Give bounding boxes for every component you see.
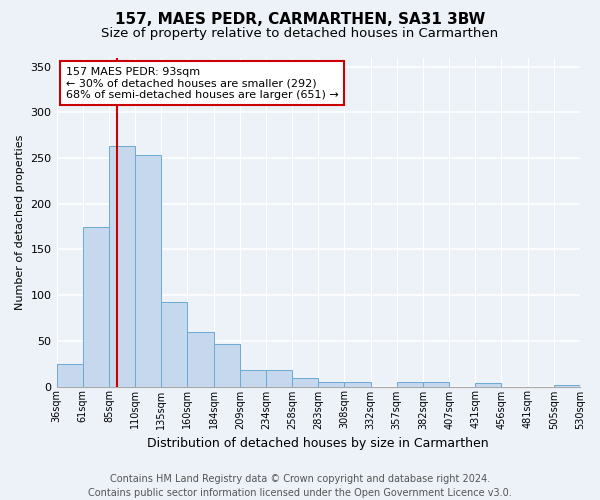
Y-axis label: Number of detached properties: Number of detached properties [15, 134, 25, 310]
Bar [56, 364, 83, 386]
Text: 157 MAES PEDR: 93sqm
← 30% of detached houses are smaller (292)
68% of semi-deta: 157 MAES PEDR: 93sqm ← 30% of detached h… [66, 66, 338, 100]
Bar [187, 332, 214, 386]
Bar [423, 382, 449, 386]
Text: 157, MAES PEDR, CARMARTHEN, SA31 3BW: 157, MAES PEDR, CARMARTHEN, SA31 3BW [115, 12, 485, 28]
Bar [475, 383, 502, 386]
Bar [214, 344, 240, 387]
Bar [161, 302, 187, 386]
Bar [266, 370, 292, 386]
Bar [135, 156, 161, 386]
Bar [240, 370, 266, 386]
X-axis label: Distribution of detached houses by size in Carmarthen: Distribution of detached houses by size … [148, 437, 489, 450]
Bar [292, 378, 318, 386]
Bar [83, 228, 109, 386]
Bar [344, 382, 371, 386]
Bar [318, 382, 344, 386]
Bar [397, 382, 423, 386]
Text: Size of property relative to detached houses in Carmarthen: Size of property relative to detached ho… [101, 28, 499, 40]
Bar [554, 384, 580, 386]
Text: Contains HM Land Registry data © Crown copyright and database right 2024.
Contai: Contains HM Land Registry data © Crown c… [88, 474, 512, 498]
Bar [109, 146, 135, 386]
